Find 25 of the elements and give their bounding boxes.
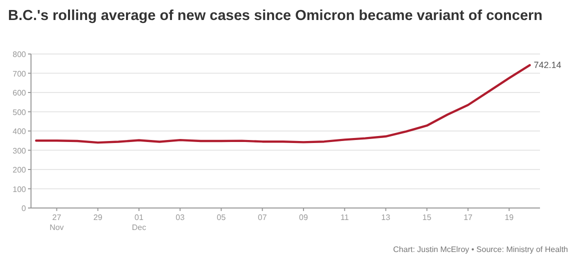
text: Chart: Justin McElroy • Source: Ministry of Health <box>393 245 568 254</box>
x-tick-label: 13 <box>381 213 391 222</box>
x-tick-label: 17 <box>464 213 474 222</box>
x-tick-label: 29 <box>93 213 103 222</box>
y-tick-label: 100 <box>12 184 27 194</box>
x-tick-label: 07 <box>258 213 268 222</box>
y-tick-label: 500 <box>12 108 27 117</box>
x-tick-label: 19 <box>504 213 514 222</box>
x-tick-label: 03 <box>176 213 186 222</box>
chart-title: B.C.'s rolling average of new cases since Omicron became variant of concern <box>8 8 543 24</box>
x-tick-label: 27 Nov <box>50 213 64 232</box>
x-tick-label: 01 Dec <box>132 213 146 232</box>
y-tick-label: 0 <box>22 204 27 213</box>
data-label: 742.14 <box>534 60 562 70</box>
y-tick-label: 600 <box>12 88 27 98</box>
y-tick-label: 800 <box>12 50 27 59</box>
line-series <box>35 64 531 144</box>
x-tick-label: 15 <box>422 213 432 222</box>
x-tick-label: 09 <box>299 213 308 222</box>
y-tick-label: 400 <box>12 127 27 136</box>
y-tick-label: 200 <box>12 166 27 174</box>
y-tick-label: 700 <box>12 69 27 78</box>
x-tick-label: 05 <box>216 213 226 222</box>
x-tick-label: 11 <box>340 213 350 222</box>
y-tick-label: 300 <box>12 146 27 156</box>
